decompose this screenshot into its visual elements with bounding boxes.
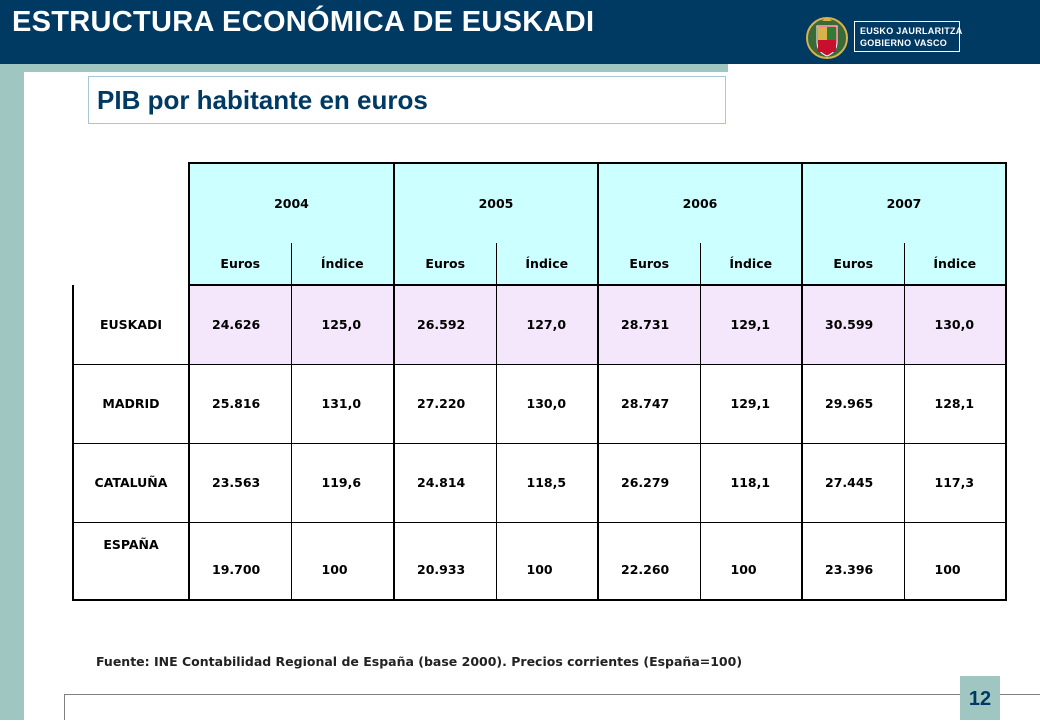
euros-value: 26.592 [393,285,496,365]
euros-value: 23.396 [801,522,904,601]
footer-divider [64,694,1040,695]
year-header: 2004 [188,162,395,243]
euros-header: Euros [188,243,291,286]
euros-value: 27.445 [801,443,904,523]
header-bar: ESTRUCTURA ECONÓMICA DE EUSKADI EUSKO JA… [0,0,1040,64]
euros-value: 25.816 [188,364,291,444]
slide-subtitle: PIB por habitante en euros [97,85,428,115]
index-value: 118,5 [495,443,599,523]
euros-value: 26.279 [597,443,700,523]
year-header-row: 2004 2005 2006 2007 [73,162,1007,243]
coat-of-arms-icon [806,17,848,59]
unit-header-row: Euros Índice Euros Índice Euros Índice E… [73,243,1007,286]
index-value: 129,1 [699,364,803,444]
left-accent-bar [0,72,24,720]
region-label: CATALUÑA [72,443,190,523]
index-value: 117,3 [903,443,1007,523]
source-note: Fuente: INE Contabilidad Regional de Esp… [96,654,743,669]
euros-value: 19.700 [188,522,291,601]
government-logo: EUSKO JAURLARITZA GOBIERNO VASCO [804,16,962,60]
index-value: 100 [290,522,395,601]
euros-value: 20.933 [393,522,496,601]
corner-cell [73,163,189,243]
index-value: 130,0 [495,364,599,444]
index-header: Índice [699,243,803,286]
year-header: 2005 [393,162,599,243]
corner-cell [73,243,189,285]
subtitle-box: PIB por habitante en euros [88,76,726,124]
logo-line-basque: EUSKO JAURLARITZA [860,26,963,36]
region-label: EUSKADI [72,285,190,365]
index-value: 100 [495,522,599,601]
index-value: 125,0 [290,285,395,365]
year-header: 2007 [801,162,1007,243]
index-value: 119,6 [290,443,395,523]
index-header: Índice [290,243,395,286]
table-row: CATALUÑA 23.563 119,6 24.814 118,5 26.27… [72,443,1007,523]
euros-value: 23.563 [188,443,291,523]
euros-header: Euros [597,243,700,286]
table-row: MADRID 25.816 131,0 27.220 130,0 28.747 … [72,364,1007,444]
euros-header: Euros [393,243,496,286]
region-label: ESPAÑA [72,522,190,601]
index-header: Índice [495,243,599,286]
index-value: 129,1 [699,285,803,365]
table-row: EUSKADI 24.626 125,0 26.592 127,0 28.731… [72,285,1007,365]
index-value: 130,0 [903,285,1007,365]
index-value: 118,1 [699,443,803,523]
euros-value: 28.731 [597,285,700,365]
index-value: 131,0 [290,364,395,444]
title-underline [0,64,728,72]
index-value: 128,1 [903,364,1007,444]
euros-value: 27.220 [393,364,496,444]
footer-divider-tick [64,694,65,720]
index-value: 127,0 [495,285,599,365]
gdp-per-capita-table: 2004 2005 2006 2007 Euros Índice Euros Í… [72,162,1007,601]
region-label: MADRID [72,364,190,444]
index-value: 100 [699,522,803,601]
euros-value: 22.260 [597,522,700,601]
index-header: Índice [903,243,1007,286]
page-number: 12 [960,676,1000,720]
year-header: 2006 [597,162,803,243]
euros-header: Euros [801,243,904,286]
logo-line-spanish: GOBIERNO VASCO [860,38,948,48]
euros-value: 30.599 [801,285,904,365]
logo-text-box: EUSKO JAURLARITZA GOBIERNO VASCO [854,21,963,52]
euros-value: 24.626 [188,285,291,365]
euros-value: 29.965 [801,364,904,444]
euros-value: 28.747 [597,364,700,444]
table-row: ESPAÑA 19.700 100 20.933 100 22.260 100 … [72,522,1007,601]
euros-value: 24.814 [393,443,496,523]
page-title: ESTRUCTURA ECONÓMICA DE EUSKADI [12,6,595,38]
index-value: 100 [903,522,1007,601]
